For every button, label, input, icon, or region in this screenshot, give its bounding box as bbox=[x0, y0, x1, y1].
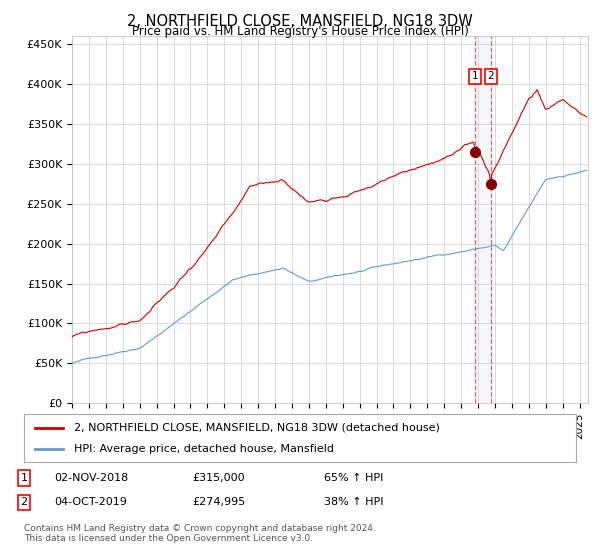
Text: 2: 2 bbox=[487, 71, 494, 81]
Text: 1: 1 bbox=[472, 71, 479, 81]
Text: 04-OCT-2019: 04-OCT-2019 bbox=[54, 497, 127, 507]
Text: 2, NORTHFIELD CLOSE, MANSFIELD, NG18 3DW: 2, NORTHFIELD CLOSE, MANSFIELD, NG18 3DW bbox=[127, 14, 473, 29]
Text: 2, NORTHFIELD CLOSE, MANSFIELD, NG18 3DW (detached house): 2, NORTHFIELD CLOSE, MANSFIELD, NG18 3DW… bbox=[74, 423, 440, 433]
Text: HPI: Average price, detached house, Mansfield: HPI: Average price, detached house, Mans… bbox=[74, 444, 334, 454]
Text: 2: 2 bbox=[20, 497, 28, 507]
Text: 65% ↑ HPI: 65% ↑ HPI bbox=[324, 473, 383, 483]
Text: 02-NOV-2018: 02-NOV-2018 bbox=[54, 473, 128, 483]
Text: £315,000: £315,000 bbox=[192, 473, 245, 483]
Text: Contains HM Land Registry data © Crown copyright and database right 2024.
This d: Contains HM Land Registry data © Crown c… bbox=[24, 524, 376, 543]
Text: Price paid vs. HM Land Registry's House Price Index (HPI): Price paid vs. HM Land Registry's House … bbox=[131, 25, 469, 38]
Text: 38% ↑ HPI: 38% ↑ HPI bbox=[324, 497, 383, 507]
Text: 1: 1 bbox=[20, 473, 28, 483]
Text: £274,995: £274,995 bbox=[192, 497, 245, 507]
Bar bbox=[475, 36, 491, 403]
